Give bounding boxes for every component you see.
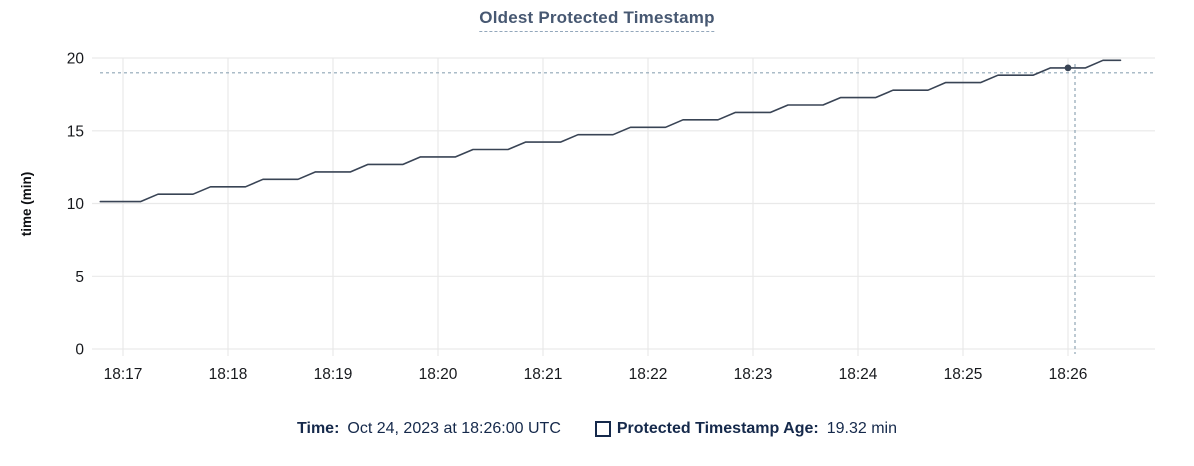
x-tick-label: 18:19: [314, 366, 353, 383]
legend-series-protected-timestamp-age[interactable]: Protected Timestamp Age: 19.32 min: [594, 420, 897, 438]
legend-time-label: Time:: [297, 420, 340, 437]
y-tick-label: 15: [67, 123, 84, 140]
x-tick-label: 18:21: [524, 366, 563, 383]
series-marker-icon[interactable]: [594, 421, 611, 437]
legend-series-label: Protected Timestamp Age:: [616, 420, 819, 437]
x-tick-label: 18:26: [1049, 366, 1088, 383]
legend-time: Time: Oct 24, 2023 at 18:26:00 UTC: [297, 420, 561, 438]
hover-point-marker: [1064, 64, 1072, 72]
x-tick-label: 18:22: [629, 366, 668, 383]
x-tick-label: 18:20: [419, 366, 458, 383]
x-tick-label: 18:18: [209, 366, 248, 383]
y-tick-label: 0: [75, 342, 84, 359]
x-tick-label: 18:17: [104, 366, 143, 383]
y-tick-label: 20: [67, 51, 85, 68]
series-line-protected-timestamp-age: [99, 59, 1122, 203]
x-tick-label: 18:23: [734, 366, 773, 383]
x-tick-label: 18:25: [944, 366, 983, 383]
legend-time-value: Oct 24, 2023 at 18:26:00 UTC: [347, 420, 561, 437]
y-axis-title: time (min): [19, 172, 34, 237]
y-tick-label: 10: [67, 196, 85, 213]
line-chart-plot-area[interactable]: 0 5 10 15 20 18:17 18:18 18:19 18:20 18:21 18:22 18…: [0, 0, 1194, 400]
chart-legend: Time: Oct 24, 2023 at 18:26:00 UTC Prote…: [0, 420, 1194, 438]
chart-title[interactable]: Oldest Protected Timestamp: [479, 8, 715, 32]
legend-series-value: 19.32 min: [826, 420, 897, 437]
x-tick-label: 18:24: [839, 366, 878, 383]
y-tick-label: 5: [75, 269, 84, 286]
